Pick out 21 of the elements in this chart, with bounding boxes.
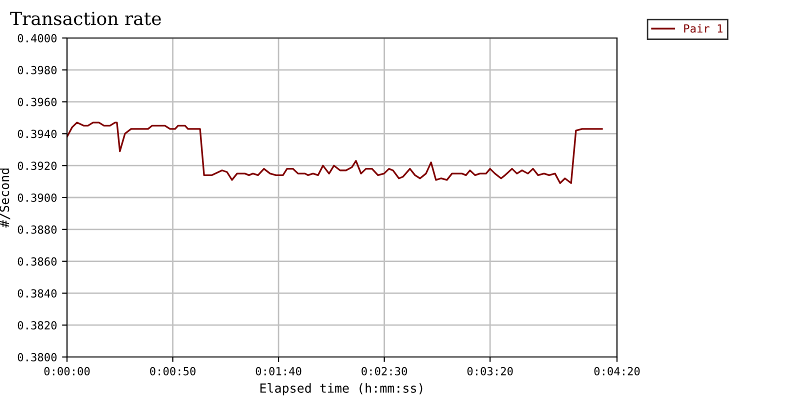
y-tick-label: 0.3960 (18, 98, 57, 106)
y-tick-label: 0.3880 (18, 225, 57, 234)
y-tick-label: 0.3840 (18, 289, 57, 298)
chart-title: Transaction rate (10, 12, 161, 26)
x-tick-label: 0:02:30 (362, 366, 407, 376)
x-tick-label: 0:00:50 (150, 366, 196, 376)
x-tick-label: 0:03:20 (467, 366, 513, 376)
y-tick-label: 0.4000 (18, 34, 57, 42)
line-series (67, 122, 603, 184)
y-tick-label: 0.3920 (18, 162, 57, 170)
y-tick-label: 0.3940 (18, 130, 57, 138)
y-tick-label: 0.3980 (18, 66, 57, 74)
x-tick-label: 0:00:00 (44, 366, 90, 376)
x-tick-label: 0:01:40 (256, 366, 302, 376)
x-tick-label: 0:04:20 (594, 366, 640, 376)
y-tick-label: 0.3800 (18, 353, 57, 362)
legend-label: Pair 1 (684, 24, 722, 33)
y-tick-label: 0.3860 (18, 257, 57, 266)
y-tick-label: 0.3900 (18, 194, 57, 202)
x-axis-title: Elapsed time (h:mm:ss) (260, 383, 422, 396)
y-tick-label: 0.3820 (18, 321, 57, 330)
